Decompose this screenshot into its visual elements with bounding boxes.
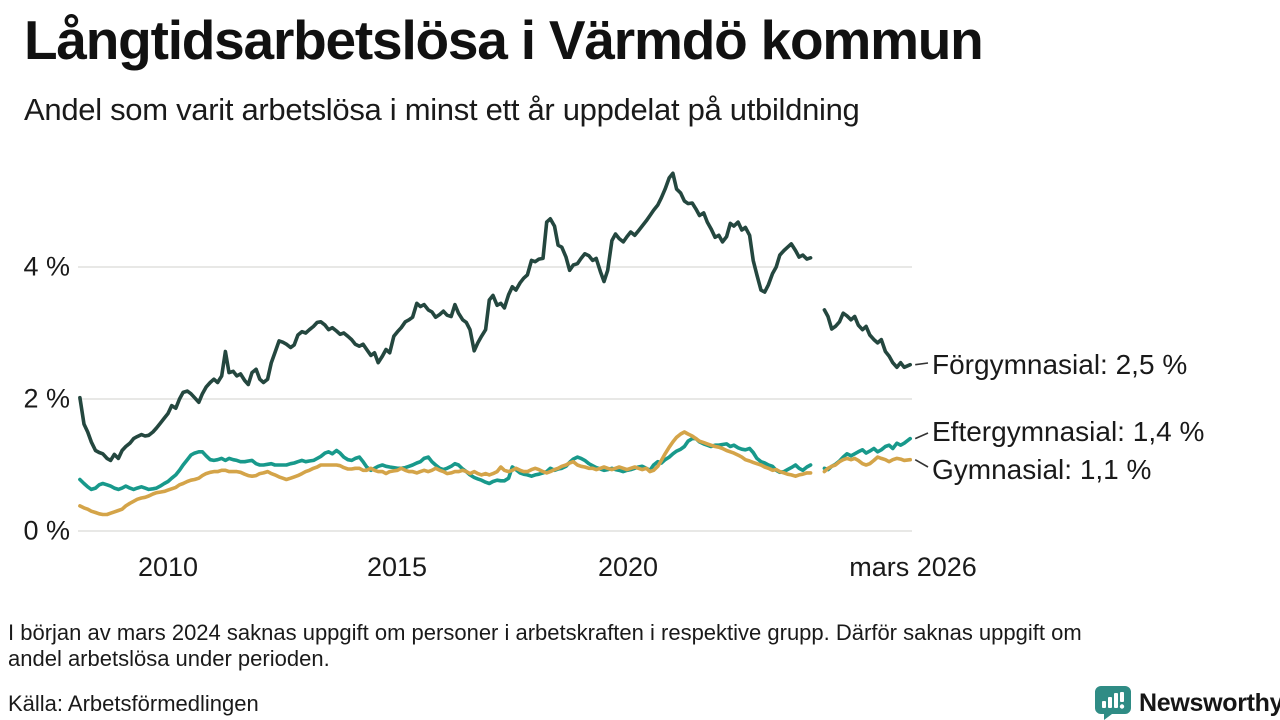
page-title: Långtidsarbetslösa i Värmdö kommun <box>24 9 984 71</box>
x-axis-tick-2010: 2010 <box>137 552 199 582</box>
newsworthy-logo-icon <box>1095 686 1131 720</box>
label-connector-gymnasial <box>914 459 929 468</box>
chart-footnote: I början av mars 2024 saknas uppgift om … <box>8 620 1082 672</box>
series-label-forgymnasial: Förgymnasial: 2,5 % <box>932 349 1188 380</box>
label-connector-eftergymnasial <box>914 432 929 440</box>
x-axis-tick-2020: 2020 <box>597 552 659 582</box>
series-line-förgymnasial-0 <box>78 171 813 463</box>
x-axis-tick-mars-2026: mars 2026 <box>849 552 977 582</box>
source-note: Källa: Arbetsförmedlingen <box>8 691 259 716</box>
label-connector-förgymnasial <box>915 362 929 366</box>
series-line-gymnasial-1 <box>822 455 913 474</box>
series-label-gymnasial: Gymnasial: 1,1 % <box>932 454 1152 485</box>
footnote-line-2: andel arbetslösa under perioden. <box>8 646 330 671</box>
y-axis-tick-2: 2 % <box>23 383 70 414</box>
x-axis-tick-2015: 2015 <box>366 552 428 582</box>
newsworthy-logo-text: Newsworthy <box>1139 688 1280 717</box>
series-label-eftergymnasial: Eftergymnasial: 1,4 % <box>932 416 1205 447</box>
newsworthy-branding: Newsworthy <box>1095 686 1280 720</box>
page-subtitle: Andel som varit arbetslösa i minst ett å… <box>24 92 860 127</box>
footnote-line-1: I början av mars 2024 saknas uppgift om … <box>8 620 1082 645</box>
y-axis-tick-4: 4 % <box>23 251 70 282</box>
series-line-förgymnasial-1 <box>822 308 913 370</box>
series-line-gymnasial-0 <box>78 430 813 517</box>
y-axis-tick-0: 0 % <box>23 515 70 546</box>
series-line-eftergymnasial-0 <box>78 436 813 492</box>
